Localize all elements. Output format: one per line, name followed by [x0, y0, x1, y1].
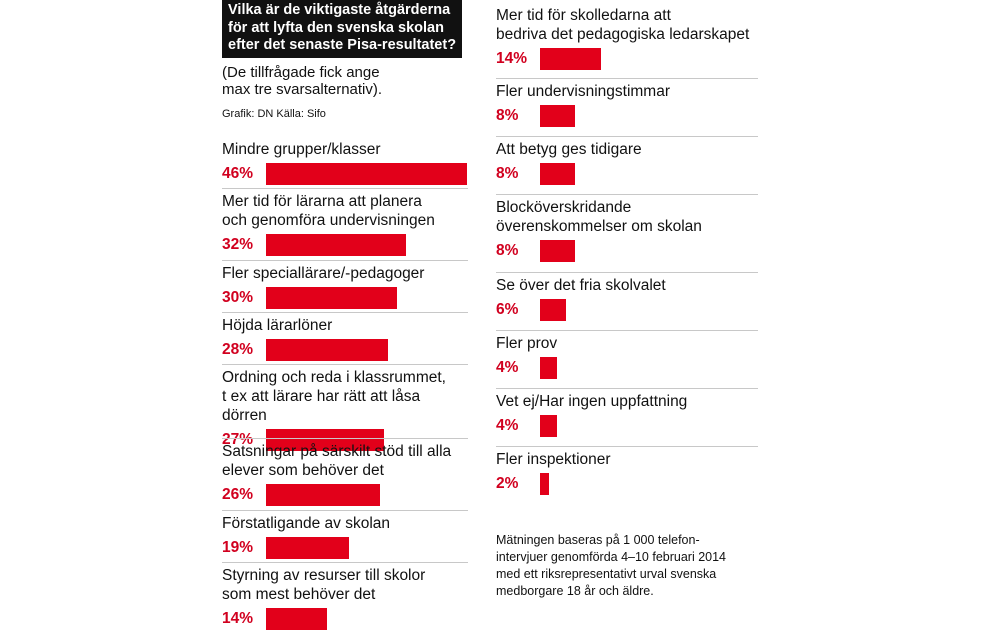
- value-label: 4%: [496, 417, 519, 434]
- bar-row: 30%: [222, 285, 468, 311]
- category-label: Satsningar på särskilt stöd till alla el…: [222, 443, 452, 479]
- category-label: Fler undervisningstimmar: [496, 83, 670, 100]
- bar-row: 26%: [222, 482, 468, 508]
- value-label: 14%: [496, 50, 528, 67]
- bar-row: 4%: [496, 413, 758, 439]
- row-separator: [222, 562, 468, 563]
- left-column: Vilka är de viktigaste åtgärderna för at…: [222, 0, 468, 630]
- bar-row: 32%: [222, 232, 468, 258]
- bar-row: 6%: [496, 297, 758, 323]
- bar: [266, 484, 380, 506]
- bar-row: 4%: [496, 355, 758, 381]
- value-label: 27%: [222, 431, 254, 448]
- bar: [266, 234, 406, 256]
- bar: [266, 339, 388, 361]
- row-separator: [496, 330, 758, 331]
- category-label: Se över det fria skolvalet: [496, 277, 666, 294]
- bar-row: 28%: [222, 337, 468, 363]
- row-separator: [496, 446, 758, 447]
- bar-item: Styrning av resurser till skolor som mes…: [222, 566, 468, 632]
- methodology-note: Mätningen baseras på 1 000 telefon- inte…: [496, 533, 727, 598]
- chart-subtitle: (De tillfrågade fick ange max tre svarsa…: [222, 63, 383, 98]
- category-label: Mer tid för skolledarna att bedriva det …: [496, 7, 750, 43]
- row-separator: [496, 78, 758, 79]
- category-label: Mer tid för lärarna att planera och geno…: [222, 193, 435, 229]
- chart-title: Vilka är de viktigaste åtgärderna för at…: [222, 0, 463, 58]
- row-separator: [222, 188, 468, 189]
- value-label: 8%: [496, 165, 519, 182]
- category-label: Mindre grupper/klasser: [222, 141, 381, 158]
- bar: [540, 48, 601, 70]
- category-label: Blocköverskridande överenskommelser om s…: [496, 199, 702, 235]
- value-label: 4%: [496, 359, 519, 376]
- bar: [266, 537, 349, 559]
- bar-item: Se över det fria skolvalet 6%: [496, 276, 758, 323]
- bar: [266, 287, 397, 309]
- bar-item: Höjda lärarlöner 28%: [222, 316, 468, 363]
- row-separator: [222, 364, 468, 365]
- bar-item: Mindre grupper/klasser 46%: [222, 140, 468, 187]
- row-separator: [222, 260, 468, 261]
- bar: [540, 299, 566, 321]
- bar-row: 2%: [496, 471, 758, 497]
- category-label: Fler speciallärare/-pedagoger: [222, 265, 425, 282]
- value-label: 8%: [496, 107, 519, 124]
- bar-item: Vet ej/Har ingen uppfattning 4%: [496, 392, 758, 439]
- bar-item: Fler prov 4%: [496, 334, 758, 381]
- value-label: 28%: [222, 341, 254, 358]
- category-label: Ordning och reda i klassrummet, t ex att…: [222, 369, 446, 424]
- value-label: 26%: [222, 486, 254, 503]
- value-label: 8%: [496, 242, 519, 259]
- bar-item: Satsningar på särskilt stöd till alla el…: [222, 442, 468, 508]
- row-separator: [496, 272, 758, 273]
- bar: [540, 415, 557, 437]
- category-label: Fler prov: [496, 335, 558, 352]
- row-separator: [496, 388, 758, 389]
- category-label: Styrning av resurser till skolor som mes…: [222, 567, 426, 603]
- bar-item: Fler speciallärare/-pedagoger 30%: [222, 264, 468, 311]
- bar-row: 46%: [222, 161, 468, 187]
- source-credit: Grafik: DN Källa: Sifo: [222, 107, 326, 120]
- bar-row: 8%: [496, 161, 758, 187]
- row-separator: [496, 136, 758, 137]
- bar: [266, 608, 327, 630]
- bar: [266, 429, 384, 451]
- value-label: 14%: [222, 610, 254, 627]
- value-label: 2%: [496, 475, 519, 492]
- category-label: Vet ej/Har ingen uppfattning: [496, 393, 688, 410]
- value-label: 6%: [496, 301, 519, 318]
- bar-item: Fler inspektioner 2%: [496, 450, 758, 497]
- row-separator: [496, 194, 758, 195]
- category-label: Fler inspektioner: [496, 451, 611, 468]
- category-label: Att betyg ges tidigare: [496, 141, 642, 158]
- category-label: Förstatligande av skolan: [222, 515, 391, 532]
- bar-row: 8%: [496, 103, 758, 129]
- bar: [540, 240, 575, 262]
- bar-item: Fler undervisningstimmar 8%: [496, 82, 758, 129]
- row-separator: [222, 438, 468, 439]
- bar-item: Ordning och reda i klassrummet, t ex att…: [222, 368, 468, 453]
- bar-row: 14%: [496, 46, 758, 72]
- bar-item: Förstatligande av skolan 19%: [222, 514, 468, 561]
- bar-row: 8%: [496, 238, 758, 264]
- category-label: Höjda lärarlöner: [222, 317, 333, 334]
- bar: [540, 105, 575, 127]
- bar: [540, 473, 549, 495]
- value-label: 46%: [222, 165, 254, 182]
- bar-item: Att betyg ges tidigare 8%: [496, 140, 758, 187]
- value-label: 30%: [222, 289, 254, 306]
- value-label: 19%: [222, 539, 254, 556]
- bar: [266, 163, 467, 185]
- bar-item: Mer tid för lärarna att planera och geno…: [222, 192, 468, 258]
- bar-row: 14%: [222, 606, 468, 632]
- bar-item: Mer tid för skolledarna att bedriva det …: [496, 6, 758, 72]
- bar: [540, 357, 557, 379]
- row-separator: [222, 312, 468, 313]
- bar-row: 27%: [222, 427, 468, 453]
- bar-row: 19%: [222, 535, 468, 561]
- value-label: 32%: [222, 236, 254, 253]
- bar: [540, 163, 575, 185]
- row-separator: [222, 510, 468, 511]
- bar-item: Blocköverskridande överenskommelser om s…: [496, 198, 758, 264]
